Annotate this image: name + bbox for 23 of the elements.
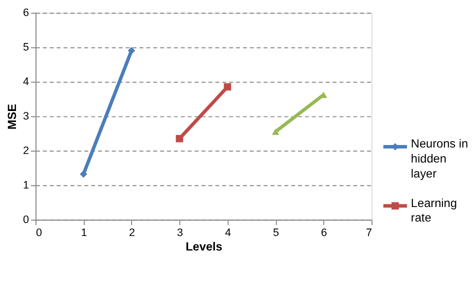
- y-tick-label: 0: [23, 214, 30, 226]
- x-tick-label: 0: [36, 226, 42, 239]
- x-tick-label: 7: [366, 226, 372, 239]
- y-tick-label: 4: [23, 76, 30, 88]
- point: [176, 134, 184, 142]
- x-tick-label: 2: [128, 226, 135, 239]
- legend-label: Learning rate: [410, 196, 457, 225]
- y-tick-label: 6: [23, 7, 30, 20]
- point: [80, 170, 88, 178]
- legend-label: Neurons in hidden layer: [410, 136, 468, 180]
- x-tick-label: 5: [272, 226, 280, 239]
- y-tick-label: 1: [23, 180, 30, 192]
- x-tick-label: 3: [176, 226, 183, 239]
- point: [128, 47, 136, 54]
- y-axis-title: MSE: [5, 104, 20, 130]
- y-tick-label: 2: [23, 145, 30, 158]
- y-tick-label: 5: [23, 42, 30, 54]
- x-tick-label: 1: [80, 226, 87, 239]
- x-tick-label: 4: [224, 226, 232, 239]
- x-axis-title: Levels: [186, 240, 223, 254]
- x-tick-label: 6: [320, 226, 328, 239]
- point: [224, 83, 232, 91]
- y-tick-label: 3: [23, 110, 30, 123]
